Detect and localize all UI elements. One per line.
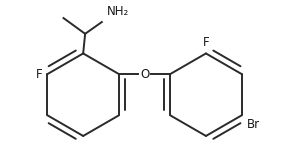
- Text: NH₂: NH₂: [107, 5, 129, 18]
- Text: O: O: [140, 68, 149, 80]
- Text: Br: Br: [247, 118, 260, 131]
- Text: F: F: [203, 36, 209, 49]
- Text: F: F: [36, 68, 43, 80]
